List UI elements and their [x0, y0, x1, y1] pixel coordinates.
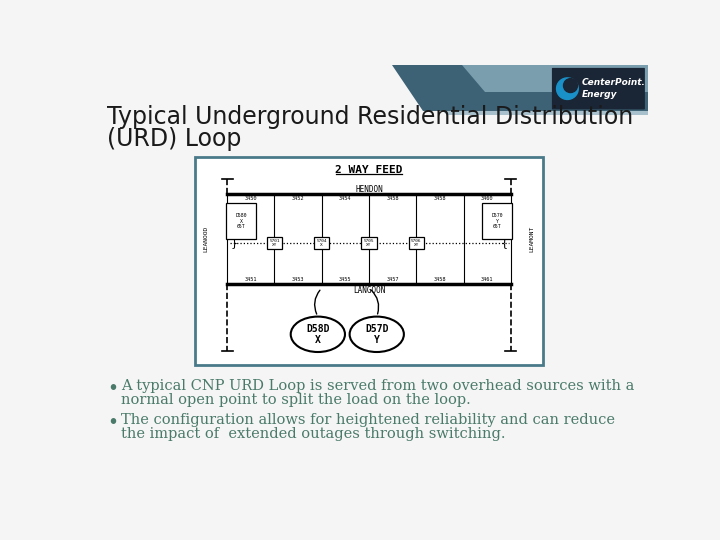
Text: 3457: 3457	[387, 277, 399, 282]
Polygon shape	[423, 92, 648, 115]
Bar	[226, 204, 256, 239]
Circle shape	[564, 79, 577, 92]
Text: }: }	[230, 238, 238, 248]
Text: 3461: 3461	[481, 277, 493, 282]
Text: 2 WAY FEED: 2 WAY FEED	[336, 165, 402, 176]
Text: Energy: Energy	[582, 90, 618, 99]
FancyBboxPatch shape	[552, 68, 645, 110]
Circle shape	[557, 78, 578, 99]
Bar	[361, 237, 377, 249]
Text: 3454: 3454	[339, 196, 351, 201]
Text: Typical Underground Residential Distribution: Typical Underground Residential Distribu…	[107, 105, 634, 129]
Text: A typical CNP URD Loop is served from two overhead sources with a: A typical CNP URD Loop is served from tw…	[121, 379, 634, 393]
Text: •: •	[107, 379, 118, 398]
Text: The configuration allows for heightened reliability and can reduce: The configuration allows for heightened …	[121, 413, 615, 427]
Text: D57D: D57D	[365, 324, 389, 334]
Text: 5705
XY: 5705 XY	[364, 239, 374, 247]
Text: 5701
XY: 5701 XY	[269, 239, 279, 247]
Ellipse shape	[350, 316, 404, 352]
Polygon shape	[392, 65, 648, 111]
Text: D58D: D58D	[306, 324, 330, 334]
Text: LEANOOD: LEANOOD	[204, 226, 209, 252]
Text: 3451: 3451	[245, 277, 257, 282]
Bar	[482, 204, 512, 239]
Text: 3458: 3458	[387, 196, 399, 201]
Text: normal open point to split the load on the loop.: normal open point to split the load on t…	[121, 393, 471, 407]
Text: 3450: 3450	[245, 196, 257, 201]
Text: 3455: 3455	[339, 277, 351, 282]
Ellipse shape	[291, 316, 345, 352]
Text: Y: Y	[374, 335, 379, 346]
Bar	[408, 237, 424, 249]
Polygon shape	[462, 65, 648, 92]
Bar	[266, 237, 282, 249]
Text: (URD) Loop: (URD) Loop	[107, 127, 241, 151]
Text: 3453: 3453	[292, 277, 305, 282]
Text: 5704
X: 5704 X	[317, 239, 327, 247]
Text: X: X	[315, 335, 321, 346]
Text: D570
Y
65T: D570 Y 65T	[491, 213, 503, 230]
Text: 5706
XY: 5706 XY	[411, 239, 421, 247]
Text: {: {	[500, 238, 508, 248]
Text: 3460: 3460	[481, 196, 493, 201]
Text: CenterPoint.: CenterPoint.	[582, 78, 646, 87]
Bar	[314, 237, 330, 249]
Text: 3452: 3452	[292, 196, 305, 201]
Text: LANGOON: LANGOON	[353, 286, 385, 295]
Text: 3458: 3458	[433, 277, 446, 282]
Text: HENDON: HENDON	[355, 185, 383, 194]
Text: LEAMONT: LEAMONT	[529, 226, 534, 252]
Text: D580
X
65T: D580 X 65T	[235, 213, 247, 230]
Text: 3458: 3458	[433, 196, 446, 201]
Text: the impact of  extended outages through switching.: the impact of extended outages through s…	[121, 427, 505, 441]
Text: •: •	[107, 413, 118, 432]
Bar	[194, 157, 544, 365]
